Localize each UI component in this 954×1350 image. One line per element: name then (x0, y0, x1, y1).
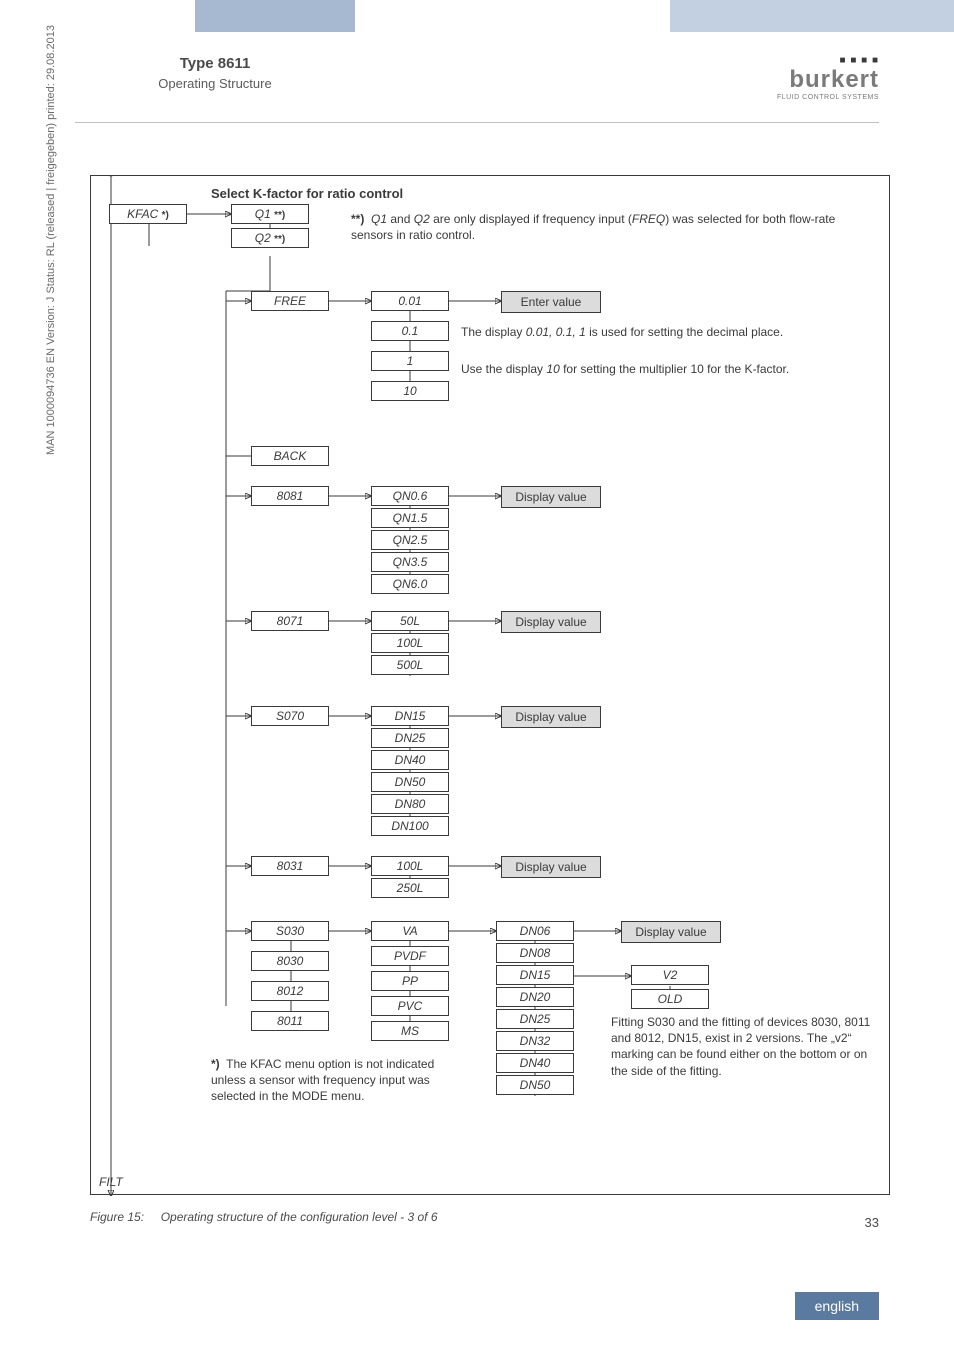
kfac-note-mark: *) (211, 1057, 220, 1071)
q-note: **) Q1 and Q2 are only displayed if freq… (351, 211, 851, 243)
8081-v0: QN0.6 (371, 486, 449, 506)
kfac-note-text: The KFAC menu option is not indicated un… (211, 1057, 434, 1103)
page-number: 33 (865, 1215, 879, 1230)
logo-name: burkert (777, 66, 879, 94)
logo-tag: FLUID CONTROL SYSTEMS (777, 94, 879, 101)
top-band (0, 0, 954, 32)
dn-2: DN15 (496, 965, 574, 985)
s070-v3: DN50 (371, 772, 449, 792)
s070-v2: DN40 (371, 750, 449, 770)
s030-note: Fitting S030 and the fitting of devices … (611, 1014, 886, 1079)
kfac-note: *) The KFAC menu option is not indicated… (211, 1056, 471, 1105)
side-metadata: MAN 1000094736 EN Version: J Status: RL … (45, 0, 57, 500)
display-value-5: Display value (621, 921, 721, 943)
s070-v5: DN100 (371, 816, 449, 836)
8071-v2: 500L (371, 655, 449, 675)
8071-box: 8071 (251, 611, 329, 631)
dn-4: DN25 (496, 1009, 574, 1029)
8071-v1: 100L (371, 633, 449, 653)
free-box: FREE (251, 291, 329, 311)
logo-dots: ■ ■ ■ ■ (777, 55, 879, 66)
dn-0: DN06 (496, 921, 574, 941)
q1-mark: **) (274, 210, 285, 221)
display-value-2: Display value (501, 611, 601, 633)
8081-v3: QN3.5 (371, 552, 449, 572)
old-box: OLD (631, 989, 709, 1009)
s070-box: S070 (251, 706, 329, 726)
caption-text: Operating structure of the configuration… (161, 1210, 438, 1224)
doc-subtitle: Operating Structure (75, 76, 355, 91)
q-note-mark: **) (351, 212, 364, 226)
figure-caption: Figure 15: Operating structure of the co… (90, 1210, 438, 1224)
free-val-1: 0.1 (371, 321, 449, 341)
doc-title: Type 8611 (75, 55, 355, 72)
8081-box: 8081 (251, 486, 329, 506)
header: Type 8611 Operating Structure ■ ■ ■ ■ bu… (0, 55, 954, 115)
q2-box: Q2 **) (231, 228, 309, 248)
8011-box: 8011 (251, 1011, 329, 1031)
free-val-3: 10 (371, 381, 449, 401)
mat-2: PP (371, 971, 449, 991)
8081-v4: QN6.0 (371, 574, 449, 594)
8071-v0: 50L (371, 611, 449, 631)
s030-box: S030 (251, 921, 329, 941)
operating-diagram: Select K-factor for ratio control KFAC *… (90, 175, 890, 1195)
8031-v1: 250L (371, 878, 449, 898)
q2-mark: **) (274, 234, 285, 245)
mat-0: VA (371, 921, 449, 941)
enter-value-box: Enter value (501, 291, 601, 313)
free-val-0: 0.01 (371, 291, 449, 311)
s070-v4: DN80 (371, 794, 449, 814)
8031-box: 8031 (251, 856, 329, 876)
accent-block-2 (670, 0, 954, 32)
8030-box: 8030 (251, 951, 329, 971)
8081-v1: QN1.5 (371, 508, 449, 528)
v2-box: V2 (631, 965, 709, 985)
dn-6: DN40 (496, 1053, 574, 1073)
dn-3: DN20 (496, 987, 574, 1007)
8012-box: 8012 (251, 981, 329, 1001)
8081-v2: QN2.5 (371, 530, 449, 550)
diagram-title: Select K-factor for ratio control (211, 186, 403, 201)
free-text2: Use the display 10 for setting the multi… (461, 361, 861, 377)
mat-1: PVDF (371, 946, 449, 966)
kfac-box: KFAC *) (109, 204, 187, 224)
display-value-1: Display value (501, 486, 601, 508)
language-badge: english (795, 1292, 879, 1320)
filt-label: FILT (99, 1174, 123, 1190)
kfac-label: KFAC (127, 207, 158, 221)
s070-v0: DN15 (371, 706, 449, 726)
kfac-mark: *) (162, 210, 169, 221)
header-rule (75, 122, 879, 123)
logo: ■ ■ ■ ■ burkert FLUID CONTROL SYSTEMS (777, 55, 879, 101)
dn-7: DN50 (496, 1075, 574, 1095)
q2-label: Q2 (255, 231, 271, 245)
back-box: BACK (251, 446, 329, 466)
accent-block-1 (195, 0, 355, 32)
mat-3: PVC (371, 996, 449, 1016)
display-value-3: Display value (501, 706, 601, 728)
free-text1: The display 0.01, 0.1, 1 is used for set… (461, 324, 841, 340)
dn-1: DN08 (496, 943, 574, 963)
q1-box: Q1 **) (231, 204, 309, 224)
dn-5: DN32 (496, 1031, 574, 1051)
display-value-4: Display value (501, 856, 601, 878)
caption-label: Figure 15: (90, 1210, 144, 1224)
s070-v1: DN25 (371, 728, 449, 748)
mat-4: MS (371, 1021, 449, 1041)
q1-label: Q1 (255, 207, 271, 221)
8031-v0: 100L (371, 856, 449, 876)
free-val-2: 1 (371, 351, 449, 371)
